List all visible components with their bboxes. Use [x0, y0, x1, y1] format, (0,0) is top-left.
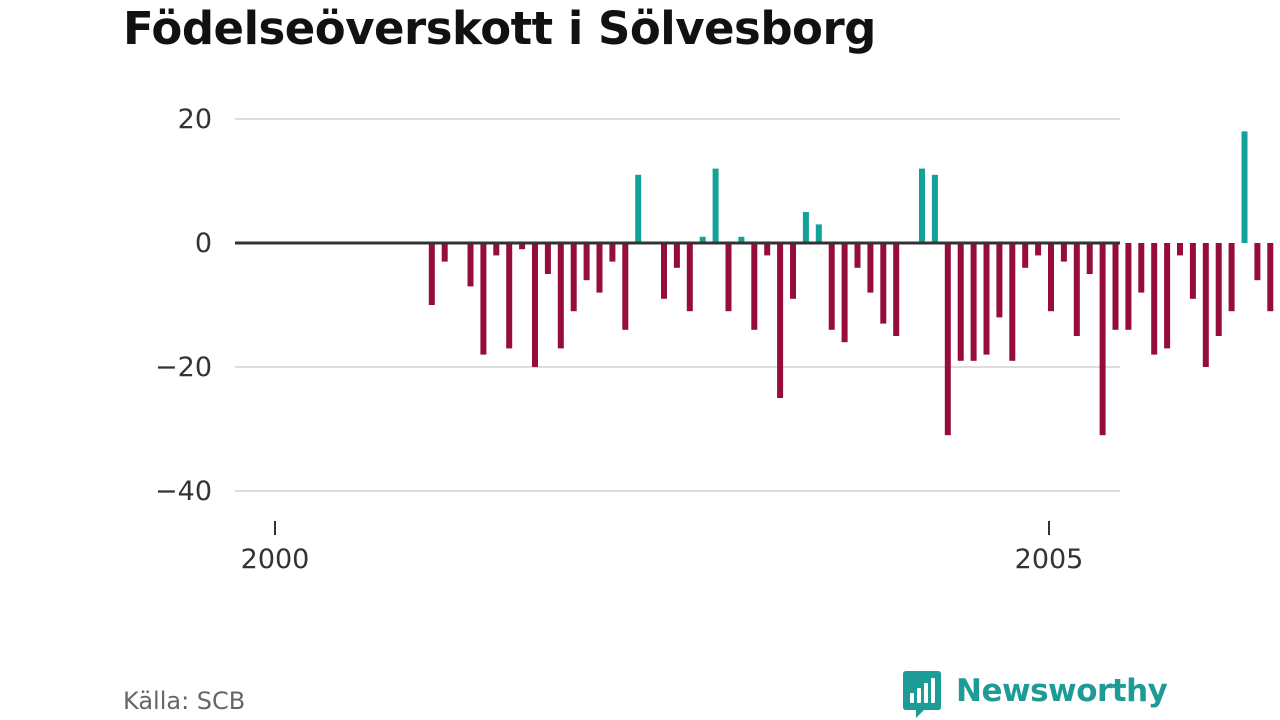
bar: [583, 243, 590, 281]
bar: [1151, 243, 1158, 355]
bar: [1086, 243, 1093, 274]
bar: [1073, 243, 1080, 336]
bar: [1060, 243, 1067, 262]
bar: [777, 243, 784, 398]
bar: [1164, 243, 1171, 349]
bar: [661, 243, 667, 299]
bar: [1099, 243, 1106, 436]
chart-title: Födelseöverskott i Sölvesborg: [123, 2, 876, 55]
bar: [686, 243, 693, 312]
bar: [712, 168, 719, 243]
bar: [854, 243, 861, 268]
bar: [1267, 243, 1274, 312]
bar: [1138, 243, 1145, 293]
bar: [983, 243, 990, 355]
bar: [970, 243, 977, 361]
bar: [544, 243, 551, 274]
bar: [1215, 243, 1222, 336]
bar: [764, 243, 771, 256]
x-tick-label: 2000: [241, 544, 310, 575]
bar: [1022, 243, 1029, 268]
bar: [1035, 243, 1042, 256]
bar: [1189, 243, 1196, 299]
bar: [493, 243, 500, 256]
bar: [1009, 243, 1016, 361]
bar: [428, 243, 435, 305]
axes: 200−20−40200020052010201520202025: [155, 104, 1120, 575]
newsworthy-logo-icon: [903, 671, 941, 718]
gridlines: [235, 118, 1120, 492]
bar: [1254, 243, 1261, 281]
bar: [699, 236, 706, 243]
bars: [428, 131, 1274, 436]
bar: [570, 243, 577, 312]
bar: [893, 243, 900, 336]
y-tick-label: 20: [178, 104, 212, 135]
bar: [467, 243, 474, 287]
bar: [1125, 243, 1132, 330]
bar: [532, 243, 538, 367]
bar: [1202, 243, 1209, 367]
newsworthy-logo-text: Newsworthy: [956, 673, 1168, 709]
bar: [480, 243, 487, 355]
bar: [635, 174, 642, 243]
y-tick-label: 0: [195, 228, 212, 259]
bar: [1112, 243, 1119, 330]
bar: [738, 236, 745, 243]
bar: [1241, 131, 1248, 243]
bar: [944, 243, 951, 436]
newsworthy-logo[interactable]: Newsworthy: [902, 669, 1168, 719]
bar: [931, 174, 938, 243]
bar: [1048, 243, 1054, 312]
bar: [751, 243, 758, 330]
bar: [441, 243, 448, 262]
y-tick-label: −20: [155, 352, 212, 383]
bar: [596, 243, 603, 293]
bar: [519, 243, 526, 250]
source-label: Källa: SCB: [123, 687, 246, 715]
bar: [867, 243, 874, 293]
bar: [622, 243, 629, 330]
bar: [802, 212, 809, 243]
bar: [996, 243, 1003, 318]
bar: [725, 243, 732, 312]
bar: [790, 243, 796, 299]
x-tick-label: 2005: [1015, 544, 1084, 575]
bar: [1228, 243, 1235, 312]
bar: [1177, 243, 1183, 256]
bar: [919, 168, 925, 243]
bar: [557, 243, 564, 349]
bar: [609, 243, 616, 262]
bar: [506, 243, 513, 349]
bar: [828, 243, 835, 330]
bar: [841, 243, 848, 343]
y-tick-label: −40: [155, 476, 212, 507]
bar: [880, 243, 887, 324]
bar: [815, 224, 822, 243]
bar: [673, 243, 680, 268]
bar: [957, 243, 964, 361]
chart: 200−20−40200020052010201520202025: [155, 104, 1274, 575]
